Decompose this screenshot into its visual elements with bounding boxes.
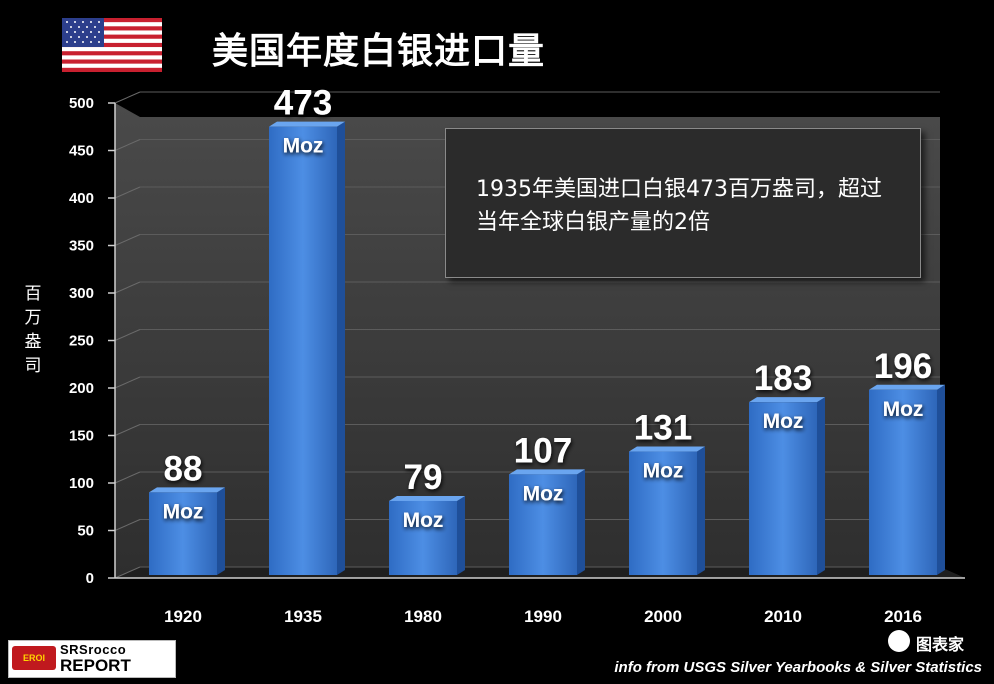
bar-side bbox=[937, 384, 945, 575]
y-tick-label: 0 bbox=[86, 570, 94, 587]
logo-top-text: SRSrocco bbox=[60, 642, 127, 657]
grid-diagonal bbox=[114, 139, 141, 151]
bar-unit-label: Moz bbox=[283, 135, 324, 158]
grid-diagonal bbox=[114, 376, 141, 389]
bar bbox=[869, 389, 937, 575]
bar-value-label: 88 bbox=[164, 449, 203, 488]
source-credit: info from USGS Silver Yearbooks & Silver… bbox=[614, 659, 982, 676]
bar-top bbox=[269, 121, 345, 127]
bar-top bbox=[629, 446, 705, 452]
bar-side bbox=[217, 487, 225, 575]
y-tick-label: 400 bbox=[69, 190, 94, 207]
y-tick-label: 150 bbox=[69, 428, 94, 445]
y-tick-label: 350 bbox=[69, 238, 94, 255]
y-tick-label: 200 bbox=[69, 380, 94, 397]
bar-value-label: 473 bbox=[274, 84, 332, 123]
watermark-icon bbox=[888, 630, 910, 652]
grid-diagonal bbox=[114, 519, 141, 531]
y-tick-label: 500 bbox=[69, 95, 94, 112]
us-flag-icon bbox=[62, 18, 162, 72]
watermark-text: 图表家 bbox=[916, 635, 965, 654]
x-tick-label: 1935 bbox=[284, 607, 322, 626]
bar-top bbox=[509, 469, 585, 475]
bar-top bbox=[149, 487, 225, 493]
y-tick-label: 50 bbox=[77, 523, 94, 540]
bar-value-label: 183 bbox=[754, 359, 812, 398]
y-tick-label: 100 bbox=[69, 475, 94, 492]
grid-diagonal bbox=[114, 234, 141, 246]
x-tick-label: 1980 bbox=[404, 607, 442, 626]
grid-diagonal bbox=[114, 471, 141, 484]
bar-side bbox=[697, 446, 705, 575]
annotation-text: 1935年美国进口白银473百万盎司，超过当年全球白银产量的2倍 bbox=[476, 177, 882, 235]
bar-side bbox=[817, 397, 825, 575]
eroi-badge: EROI bbox=[12, 646, 56, 670]
bar-top bbox=[389, 495, 465, 501]
annotation-box: 1935年美国进口白银473百万盎司，超过当年全球白银产量的2倍 bbox=[445, 128, 921, 278]
bar-unit-label: Moz bbox=[523, 482, 564, 505]
grid-diagonal bbox=[114, 186, 141, 199]
bar-unit-label: Moz bbox=[403, 509, 444, 532]
bar-top bbox=[869, 384, 945, 390]
srsrocco-logo: EROI SRSrocco REPORT bbox=[8, 640, 176, 678]
y-tick-label: 300 bbox=[69, 285, 94, 302]
y-axis-label: 百万盎司 bbox=[24, 284, 42, 376]
logo-bottom-text: REPORT bbox=[60, 656, 131, 675]
eroi-text: EROI bbox=[22, 653, 45, 663]
grid-diagonal bbox=[114, 329, 141, 341]
bar-side bbox=[337, 121, 345, 576]
bar-unit-label: Moz bbox=[643, 460, 684, 483]
bar-side bbox=[457, 495, 465, 575]
x-tick-label: 2016 bbox=[884, 607, 922, 626]
chart-title: 美国年度白银进口量 bbox=[212, 31, 546, 72]
bar bbox=[509, 474, 577, 575]
x-tick-label: 1990 bbox=[524, 607, 562, 626]
bar-side bbox=[577, 469, 585, 575]
watermark: 图表家 bbox=[888, 628, 988, 654]
bar-value-label: 196 bbox=[874, 347, 932, 386]
bar-value-label: 79 bbox=[404, 458, 443, 497]
x-tick-label: 2000 bbox=[644, 607, 682, 626]
grid-diagonal bbox=[114, 566, 141, 579]
y-tick-label: 250 bbox=[69, 333, 94, 350]
x-tick-label: 1920 bbox=[164, 607, 202, 626]
bar bbox=[269, 126, 337, 576]
x-tick-label: 2010 bbox=[764, 607, 802, 626]
bar bbox=[629, 451, 697, 575]
bar-top bbox=[749, 397, 825, 403]
bar-unit-label: Moz bbox=[163, 500, 204, 523]
bar bbox=[389, 500, 457, 575]
grid-diagonal bbox=[114, 91, 141, 104]
y-tick-label: 450 bbox=[69, 143, 94, 160]
bar-unit-label: Moz bbox=[763, 410, 804, 433]
bar-unit-label: Moz bbox=[883, 398, 924, 421]
bar bbox=[149, 492, 217, 575]
grid-diagonal bbox=[114, 424, 141, 436]
bar-value-label: 131 bbox=[634, 409, 692, 448]
bar bbox=[749, 402, 817, 575]
bar-value-label: 107 bbox=[514, 431, 572, 470]
grid-diagonal bbox=[114, 281, 141, 294]
